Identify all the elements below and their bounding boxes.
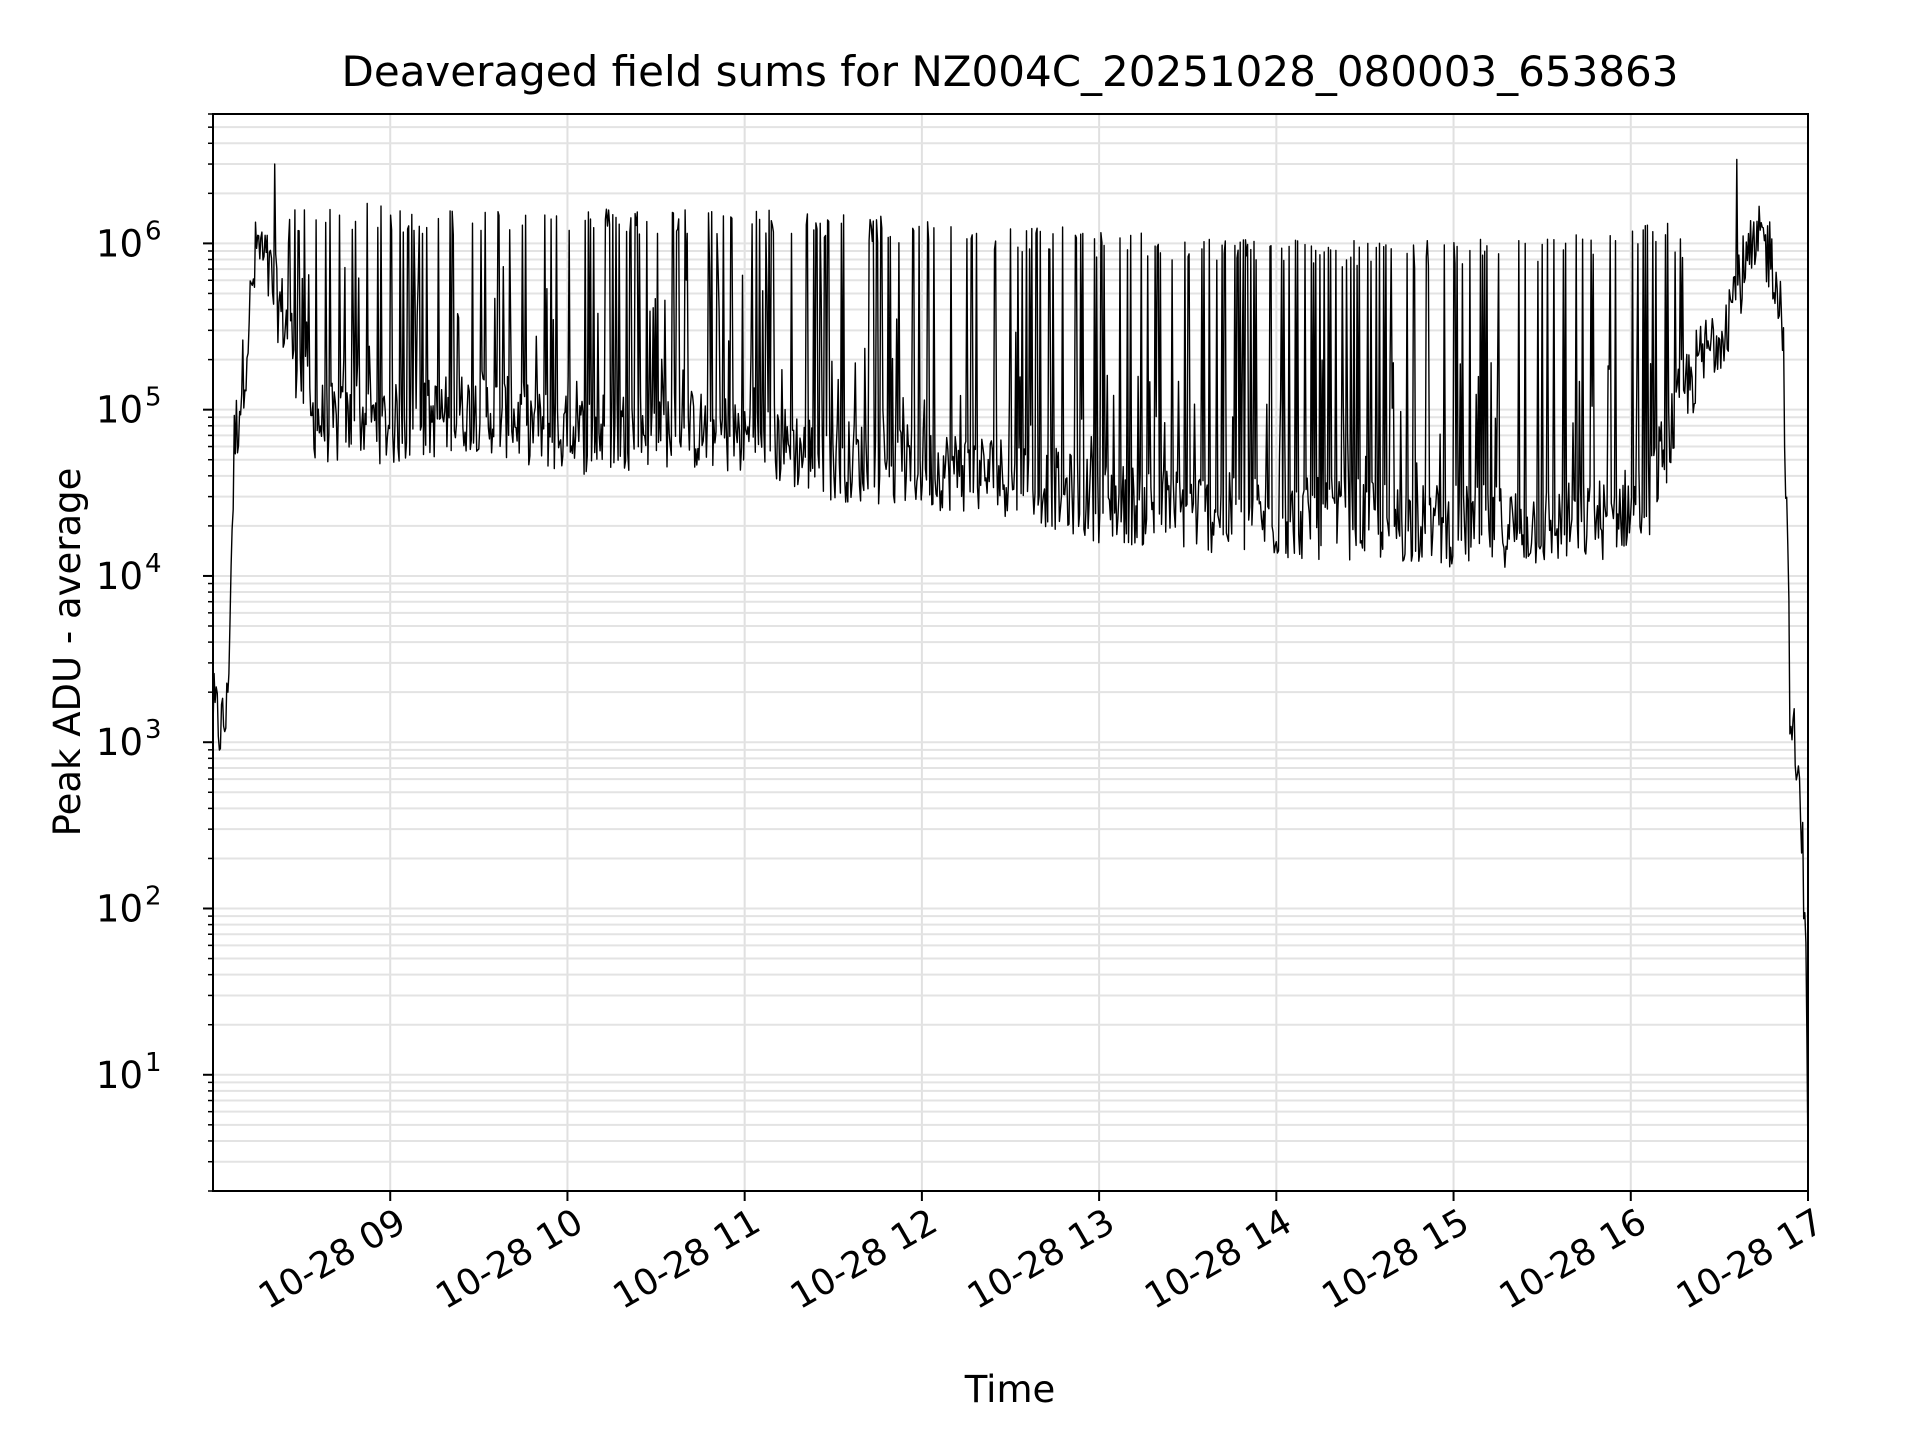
y-tick-exponent: 1 (145, 1048, 162, 1078)
y-tick-label: 10 (96, 887, 143, 930)
y-tick-exponent: 3 (145, 715, 162, 745)
y-axis-label: Peak ADU - average (46, 468, 89, 837)
y-tick-exponent: 5 (145, 383, 162, 413)
chart-title: Deaveraged field sums for NZ004C_2025102… (342, 47, 1679, 96)
y-tick-label: 10 (96, 555, 143, 598)
y-tick-label: 10 (96, 222, 143, 265)
plot-frame (212, 113, 1809, 1192)
series-line (212, 158, 1809, 1161)
y-tick-label: 10 (96, 1054, 143, 1097)
x-axis-label: Time (964, 1368, 1056, 1411)
data-layer (212, 158, 1809, 1161)
y-tick-exponent: 4 (145, 549, 162, 579)
y-tick-exponent: 2 (145, 881, 162, 911)
y-tick-exponent: 6 (145, 216, 162, 246)
y-tick-label: 10 (96, 721, 143, 764)
y-tick-label: 10 (96, 389, 143, 432)
